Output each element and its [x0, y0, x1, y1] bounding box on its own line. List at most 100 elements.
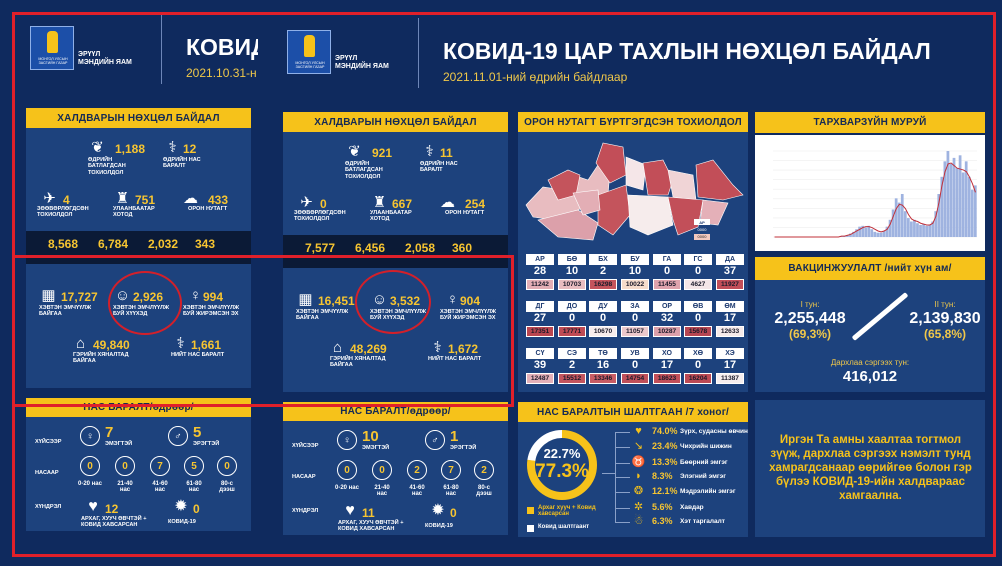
female-icon: ♀	[80, 426, 100, 446]
soyombo-emblem	[47, 31, 58, 53]
hospital-label: ХЭВТЭН ЭМЧЛҮҮЛЖ БУЙ ЖИРЭМСЭН ЭХ	[440, 309, 497, 322]
date-subtitle: 2021.11.01-ний өдрийн байдлаар	[443, 70, 628, 84]
date-subtitle: 2021.10.31-н	[186, 66, 257, 80]
region-daily-cases: 16	[596, 359, 610, 371]
daily-cases-bar	[928, 224, 932, 237]
province-region	[537, 209, 599, 241]
region-daily-cases: 2	[568, 359, 576, 371]
tree-branch	[615, 492, 630, 493]
virus-icon: ✹	[431, 502, 445, 519]
region-total-cases: 11242	[526, 279, 554, 290]
situation-header: ХАЛДВАРЫН НӨХЦӨЛ БАЙДАЛ	[26, 108, 251, 128]
daily-cases-bar	[900, 194, 904, 237]
age-group-count: 7	[150, 456, 170, 476]
region-code: ДА	[716, 254, 744, 265]
cause-percent: 5.6%	[652, 502, 673, 512]
region-code: ДО	[558, 301, 586, 312]
region-total-cases: 4627	[684, 279, 712, 290]
city-icon: ♜	[115, 190, 130, 207]
deaths-header: НАС БАРАЛТ/өдрөөр/	[26, 398, 251, 417]
daily-cases-bar	[934, 211, 938, 237]
region-daily-cases: 17	[660, 359, 674, 371]
dose2-value: 2,139,830	[909, 310, 981, 327]
cause-label: Чихрийн шижин	[680, 443, 732, 450]
province-region	[595, 142, 627, 184]
home-icon: ⌂	[75, 335, 86, 352]
female-label: ЭМЭГТЭЙ	[362, 445, 390, 451]
age-group-label: 80-с дээш	[476, 485, 492, 498]
government-logo: МОНГОЛ УЛСЫН ЗАСГИЙН ГАЗАР	[30, 26, 74, 70]
daily-cases-bar	[961, 172, 965, 237]
causes-panel	[518, 422, 748, 537]
region-daily-cases: 0	[663, 265, 671, 277]
age-group-count: 0	[80, 456, 100, 476]
dose1-value: 2,255,448	[774, 310, 846, 327]
legend-total-box: 0000	[694, 234, 710, 240]
region-total-cases: 11387	[716, 373, 744, 384]
province-region	[547, 169, 581, 201]
total-value: 7,577	[305, 241, 336, 255]
total-value: 2,058	[405, 241, 436, 255]
plane-icon: ✈	[43, 190, 56, 207]
region-daily-cases: 32	[660, 312, 674, 324]
daily-cases-bar	[925, 225, 928, 237]
daily-cases-bar	[952, 157, 956, 237]
liver-icon: ◗	[635, 470, 642, 482]
heart-icon: ♥	[88, 498, 98, 515]
government-logo: МОНГОЛ УЛСЫН ЗАСГИЙН ГАЗАР	[287, 30, 331, 74]
tree-branch	[615, 432, 630, 433]
stat-label: ЗӨӨВӨРЛӨГДСӨН ТОХИОЛДОЛ	[294, 210, 346, 223]
hospital-value: 2,926	[133, 290, 164, 304]
row-label: ХҮЙСЭЭР	[292, 443, 319, 449]
daily-cases-bar	[864, 227, 868, 237]
region-code: СҮ	[526, 348, 554, 359]
doctor-icon: ⚕	[168, 139, 177, 156]
age-group-label: 21-40 нас	[117, 481, 133, 494]
region-total-cases: 16298	[589, 279, 617, 290]
current-day-infographic: МОНГОЛ УЛСЫН ЗАСГИЙН ГАЗАР ЭРҮҮЛ МЭНДИЙН …	[258, 0, 1002, 566]
covid-label: КОВИД-19	[168, 519, 196, 525]
male-label: ЭРЭГТЭЙ	[450, 445, 477, 451]
province-region	[572, 189, 601, 216]
daily-cases-bar	[879, 232, 883, 237]
hospital-value: 904	[460, 294, 481, 308]
tree-branch	[615, 477, 630, 478]
cause-label: Хавдар	[680, 504, 704, 511]
male-label: ЭРЭГТЭЙ	[193, 441, 220, 447]
daily-cases-bar	[906, 218, 910, 237]
hospital-label: ХЭВТЭН ЭМЧЛҮҮЛЖ БУЙ ЖИРЭМСЭН ЭХ	[183, 305, 240, 318]
covid-count: 0	[450, 506, 457, 520]
row-label: НАСААР	[292, 474, 316, 480]
chronic-percent: 77.3%	[535, 461, 589, 482]
home-icon: ⌂	[332, 339, 343, 356]
age-group-count: 7	[441, 460, 461, 480]
message-panel	[755, 400, 985, 537]
baby-icon: ☺	[371, 291, 388, 308]
hospital-value: 16,451	[318, 294, 355, 308]
stat-value: 254	[465, 197, 486, 211]
stat-value: 1,188	[115, 142, 146, 156]
situation-header: ХАЛДВАРЫН НӨХЦӨЛ БАЙДАЛ	[283, 112, 508, 132]
daily-cases-bar	[946, 151, 950, 237]
region-daily-cases: 17	[723, 312, 737, 324]
hospital-value: 48,269	[350, 342, 387, 356]
region-total-cases: 17351	[526, 326, 554, 337]
tree-branch	[615, 447, 630, 448]
totals-strip	[283, 235, 508, 268]
region-code: ДГ	[526, 301, 554, 312]
logo-text: МОНГОЛ УЛСЫН ЗАСГИЙН ГАЗАР	[295, 61, 325, 69]
daily-cases-bar	[922, 224, 925, 237]
brain-icon: ❂	[633, 485, 644, 497]
covid-percent: 22.7%	[543, 446, 581, 461]
region-total-cases: 10703	[558, 279, 586, 290]
female-label: ЭМЭГТЭЙ	[105, 441, 133, 447]
region-code: АР	[526, 254, 554, 265]
stat-label: ӨДРИЙН НАС БАРАЛТ	[163, 157, 201, 170]
region-daily-cases: 2	[599, 265, 607, 277]
region-code: БХ	[589, 254, 617, 265]
cause-label: Мэдрэлийн эмгэг	[680, 488, 736, 495]
cause-percent: 12.1%	[652, 486, 678, 496]
covid-label: КОВИД-19	[425, 523, 453, 529]
region-daily-cases: 27	[533, 312, 547, 324]
booster-value: 416,012	[842, 368, 898, 385]
